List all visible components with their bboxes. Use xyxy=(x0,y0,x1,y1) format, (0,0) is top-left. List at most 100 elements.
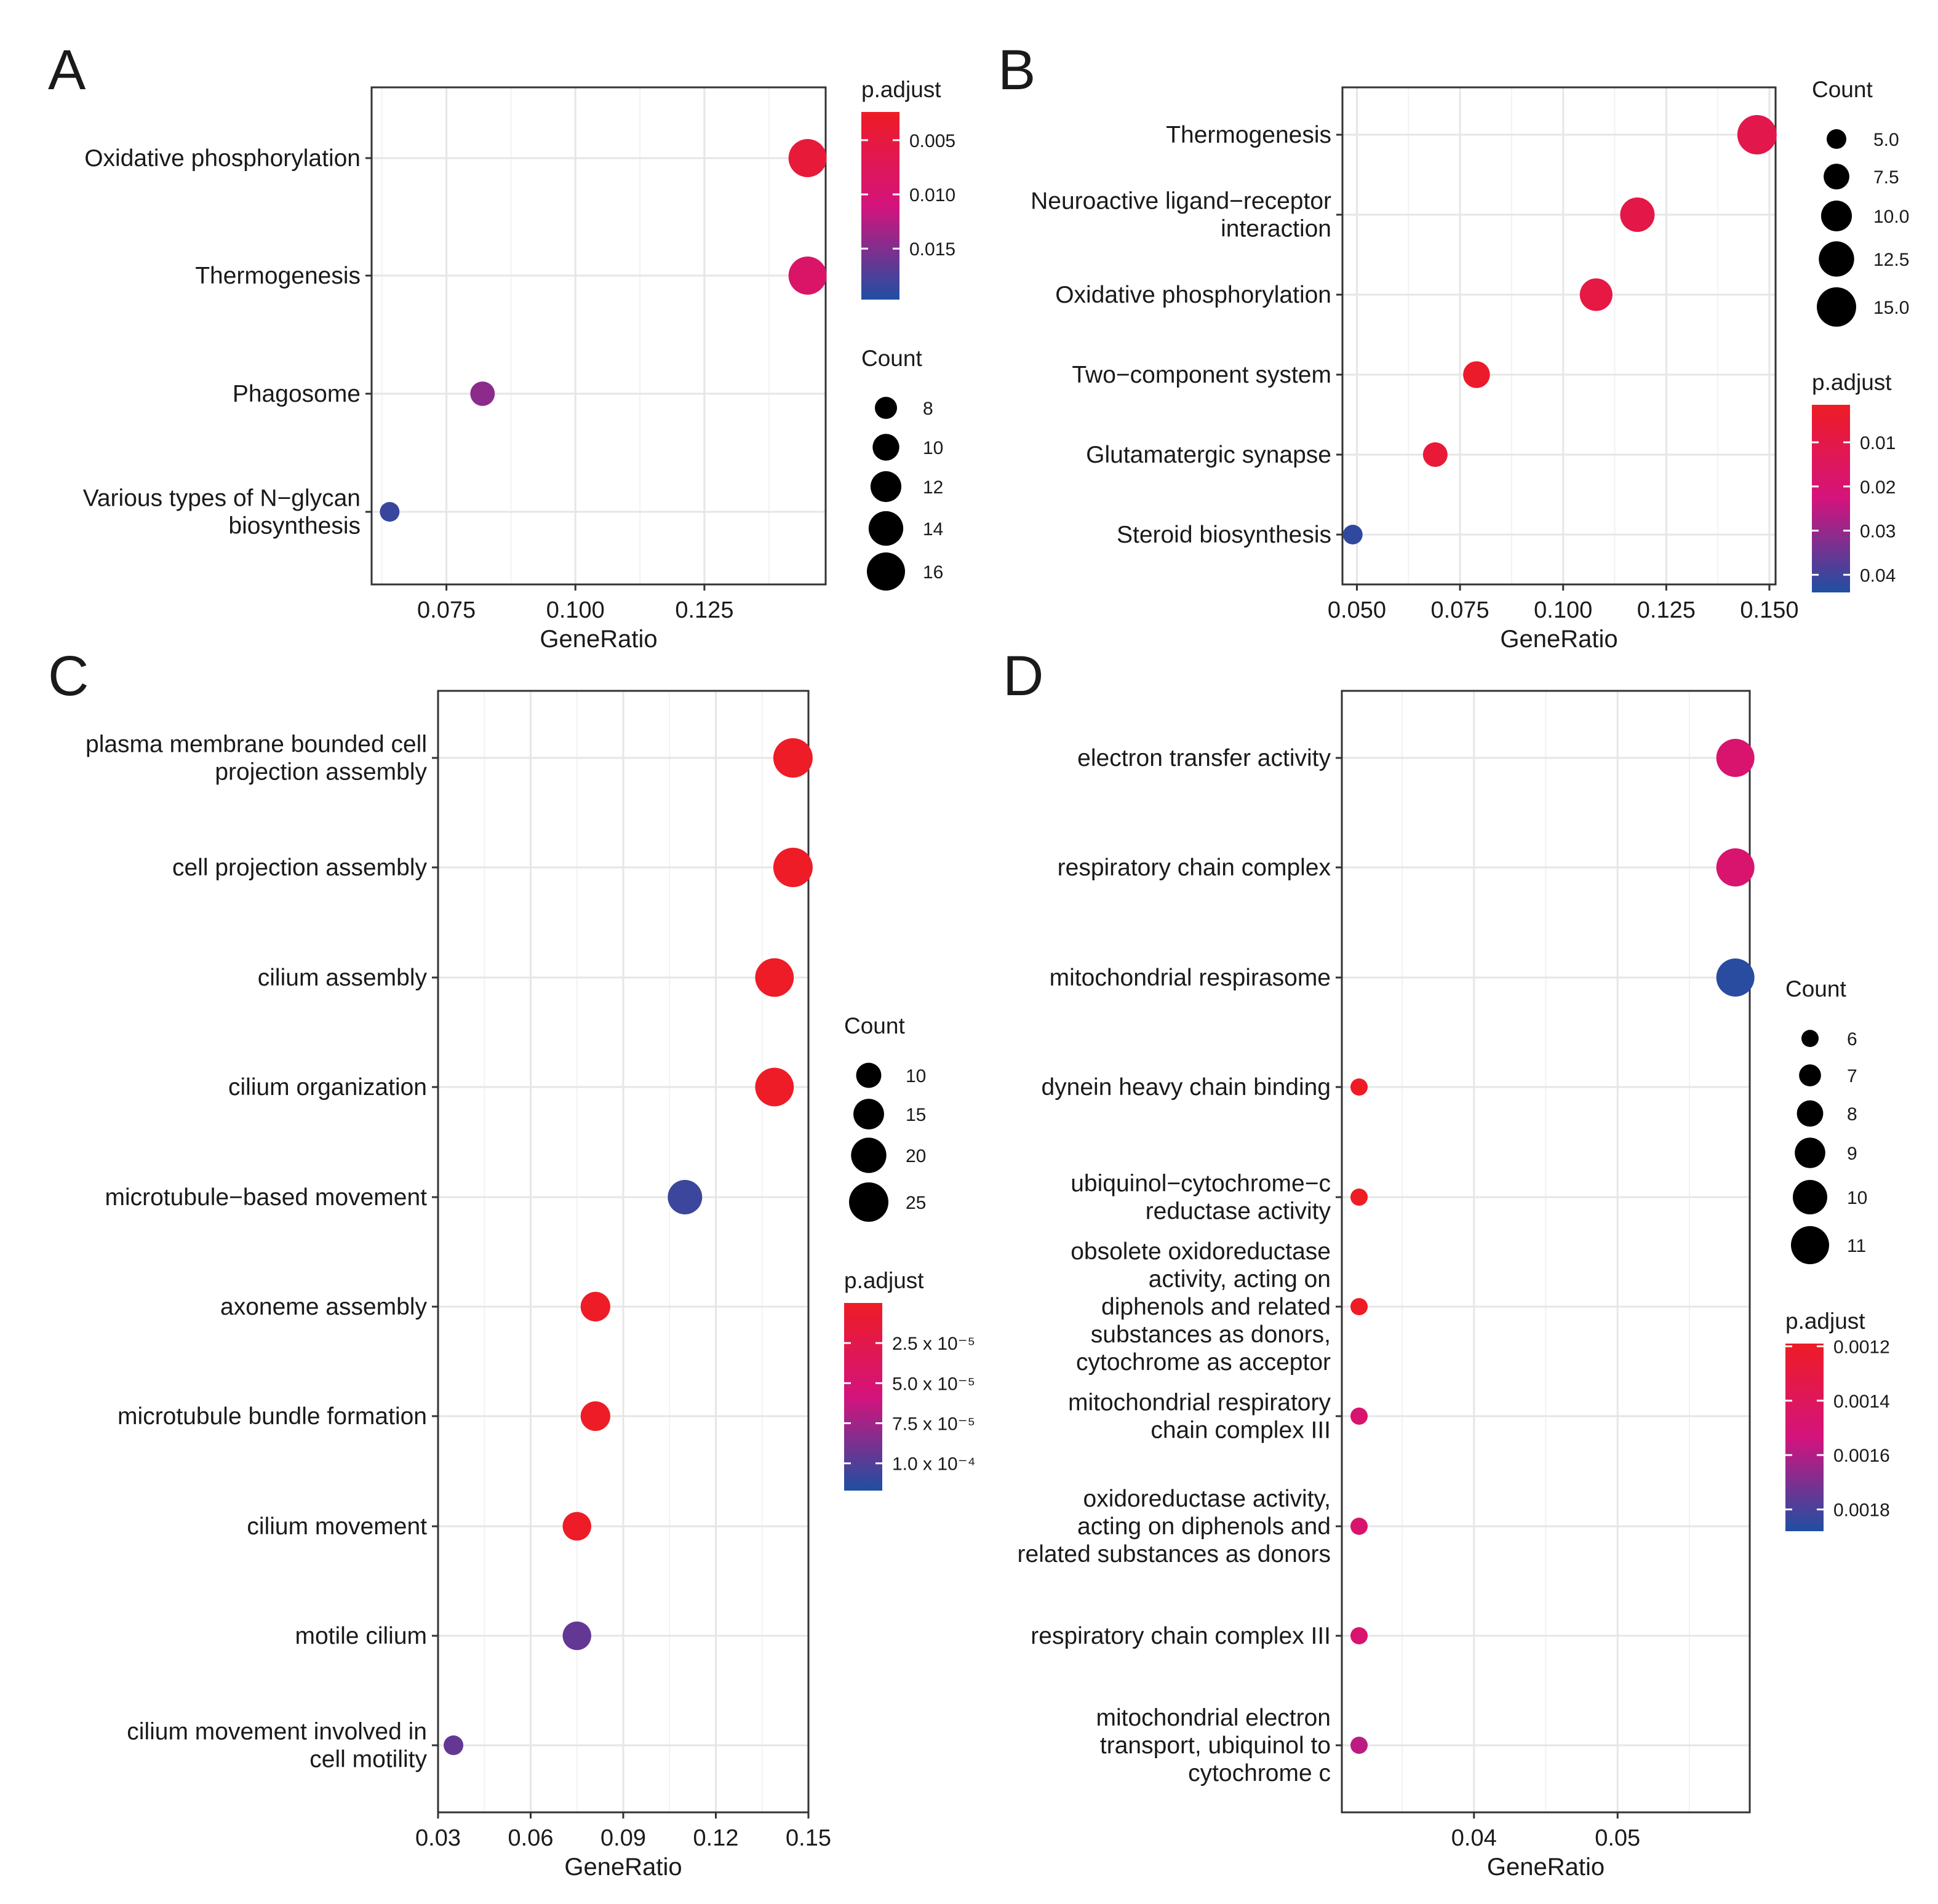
data-point xyxy=(562,1512,592,1541)
category-label: activity, acting on xyxy=(1149,1266,1331,1293)
data-point xyxy=(788,257,827,295)
category-label: cell projection assembly xyxy=(172,854,428,881)
size-legend-key xyxy=(872,434,899,461)
size-legend-label: 7.5 xyxy=(1873,167,1899,188)
data-point xyxy=(1350,1737,1368,1754)
size-legend-key xyxy=(874,396,898,420)
size-legend-key xyxy=(853,1099,884,1129)
data-point xyxy=(1579,278,1613,311)
category-label: Thermogenesis xyxy=(195,263,361,289)
data-point xyxy=(1716,958,1755,997)
size-legend-key xyxy=(1795,1137,1825,1168)
size-legend-label: 7 xyxy=(1847,1066,1857,1086)
data-point xyxy=(1463,361,1490,388)
x-axis-label: GeneRatio xyxy=(1487,1854,1605,1881)
data-point xyxy=(380,502,400,522)
size-legend-label: 25 xyxy=(906,1193,926,1213)
color-legend-title: p.adjust xyxy=(861,77,941,102)
plot-frame xyxy=(1341,86,1777,586)
data-point xyxy=(470,381,495,406)
size-legend-key xyxy=(1791,1226,1829,1264)
x-tick-label: 0.075 xyxy=(417,597,476,623)
data-point xyxy=(444,1735,464,1755)
data-point xyxy=(1342,525,1363,544)
category-label: dynein heavy chain binding xyxy=(1041,1074,1331,1101)
data-point xyxy=(1350,1189,1368,1206)
category-label: related substances as donors xyxy=(1018,1541,1331,1567)
size-legend-label: 10 xyxy=(1847,1188,1867,1208)
category-label: motile cilium xyxy=(295,1623,427,1649)
size-legend-label: 8 xyxy=(923,399,933,419)
color-legend-title: p.adjust xyxy=(1785,1309,1865,1334)
size-legend-title: Count xyxy=(861,346,922,371)
size-legend-label: 6 xyxy=(1847,1029,1857,1050)
category-label: biosynthesis xyxy=(228,513,361,540)
colorbar xyxy=(1785,1344,1824,1531)
data-point xyxy=(788,139,827,177)
category-label: mitochondrial respiratory xyxy=(1068,1390,1331,1416)
size-legend-key xyxy=(851,1137,887,1173)
category-label: ubiquinol−cytochrome−c xyxy=(1071,1171,1331,1197)
size-legend-key xyxy=(868,511,904,546)
colorbar-tick-label: 0.0012 xyxy=(1833,1337,1890,1357)
colorbar-tick-label: 0.010 xyxy=(909,185,955,205)
x-axis-label: GeneRatio xyxy=(564,1854,682,1881)
size-legend-label: 11 xyxy=(1847,1236,1866,1256)
data-point xyxy=(755,1067,794,1107)
size-legend-label: 20 xyxy=(906,1146,926,1166)
x-tick-label: 0.125 xyxy=(1637,597,1696,623)
colorbar xyxy=(861,112,899,300)
panel-letter: B xyxy=(998,39,1035,102)
data-point xyxy=(562,1621,592,1651)
x-tick-label: 0.03 xyxy=(415,1825,461,1851)
size-legend-label: 12.5 xyxy=(1873,250,1909,270)
category-label: transport, ubiquinol to xyxy=(1100,1732,1331,1759)
x-tick-label: 0.150 xyxy=(1740,597,1798,623)
size-legend-key xyxy=(1817,287,1856,327)
colorbar-tick-label: 2.5 x 10⁻⁵ xyxy=(892,1334,975,1354)
x-tick-label: 0.100 xyxy=(1534,597,1592,623)
x-tick-label: 0.075 xyxy=(1431,597,1489,623)
size-legend-key xyxy=(1801,1030,1819,1047)
size-legend-label: 10 xyxy=(923,438,943,458)
x-tick-label: 0.125 xyxy=(675,597,733,623)
category-label: microtubule bundle formation xyxy=(118,1403,427,1430)
data-point xyxy=(668,1180,703,1214)
data-point xyxy=(1620,197,1655,233)
data-point xyxy=(1350,1518,1368,1535)
size-legend-label: 15 xyxy=(906,1105,926,1125)
category-label: diphenols and related xyxy=(1101,1294,1331,1320)
colorbar-tick-label: 1.0 x 10⁻⁴ xyxy=(892,1454,975,1475)
size-legend-key xyxy=(1820,200,1852,232)
colorbar xyxy=(844,1303,882,1491)
panel-letter: D xyxy=(1003,645,1043,707)
panel-A: A Oxidative phosphorylation Thermogenesis P… xyxy=(48,39,955,653)
plot-area xyxy=(1342,87,1776,584)
category-label: cilium organization xyxy=(228,1074,427,1101)
x-tick-label: 0.100 xyxy=(546,597,605,623)
x-tick-label: 0.12 xyxy=(693,1825,739,1851)
size-legend-title: Count xyxy=(1812,77,1873,102)
data-point xyxy=(1716,739,1755,777)
category-label: mitochondrial electron xyxy=(1096,1705,1331,1731)
size-legend-key xyxy=(1799,1064,1821,1086)
panel-letter: A xyxy=(48,39,86,102)
data-point xyxy=(1422,442,1448,468)
data-point xyxy=(580,1401,610,1432)
category-label: Oxidative phosphorylation xyxy=(1055,282,1331,308)
data-point xyxy=(1716,848,1755,886)
category-label: reductase activity xyxy=(1146,1198,1331,1225)
data-point xyxy=(580,1291,610,1322)
plot-area xyxy=(372,87,826,584)
category-label: cilium movement xyxy=(247,1513,427,1540)
category-label: respiratory chain complex III xyxy=(1031,1623,1331,1649)
colorbar-tick-label: 0.0016 xyxy=(1833,1446,1890,1466)
colorbar-tick-label: 0.0018 xyxy=(1833,1500,1890,1521)
category-label: mitochondrial respirasome xyxy=(1050,965,1331,991)
category-label: Neuroactive ligand−receptor xyxy=(1031,188,1331,215)
category-label: axoneme assembly xyxy=(220,1294,427,1320)
data-point xyxy=(1350,1627,1368,1644)
colorbar-tick-label: 0.04 xyxy=(1860,565,1896,586)
data-point xyxy=(1350,1298,1368,1315)
